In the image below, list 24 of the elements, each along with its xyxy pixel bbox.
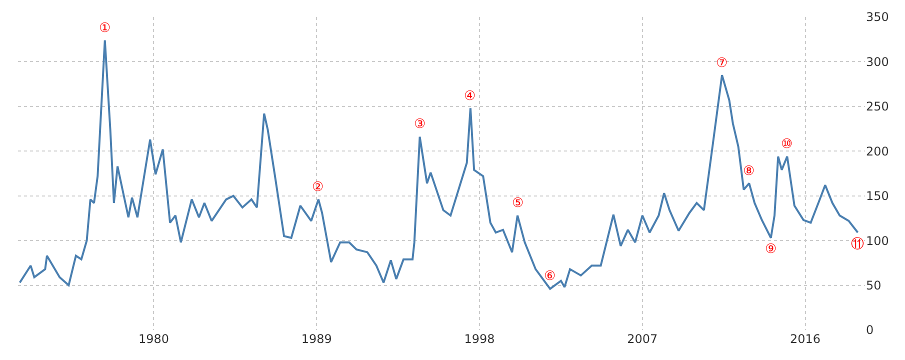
annotation: ③: [414, 117, 426, 132]
annotation: ⑨: [765, 242, 777, 257]
annotation: ④: [464, 89, 476, 104]
x-tick-label: 1989: [301, 332, 332, 346]
y-tick-label: 250: [866, 100, 889, 114]
annotation: ⑪: [851, 237, 864, 252]
annotation: ⑤: [512, 196, 524, 211]
x-tick-label: 2007: [627, 332, 658, 346]
annotation: ⑦: [716, 56, 728, 71]
y-tick-label: 50: [866, 278, 882, 292]
y-tick-label: 150: [866, 189, 889, 204]
y-tick-label: 100: [866, 234, 889, 248]
annotation: ②: [312, 180, 324, 195]
annotation: ⑩: [781, 137, 793, 152]
y-tick-label: 300: [866, 54, 889, 69]
annotation: ⑧: [743, 164, 755, 179]
x-tick-label: 1980: [138, 332, 170, 346]
x-tick-label: 1998: [464, 332, 495, 346]
y-tick-label: 200: [866, 144, 889, 158]
y-tick-label: 350: [866, 10, 889, 24]
annotation: ⑥: [544, 269, 556, 284]
y-tick-label: 0: [866, 323, 874, 338]
annotation: ①: [99, 21, 111, 36]
x-tick-label: 2016: [790, 332, 821, 346]
